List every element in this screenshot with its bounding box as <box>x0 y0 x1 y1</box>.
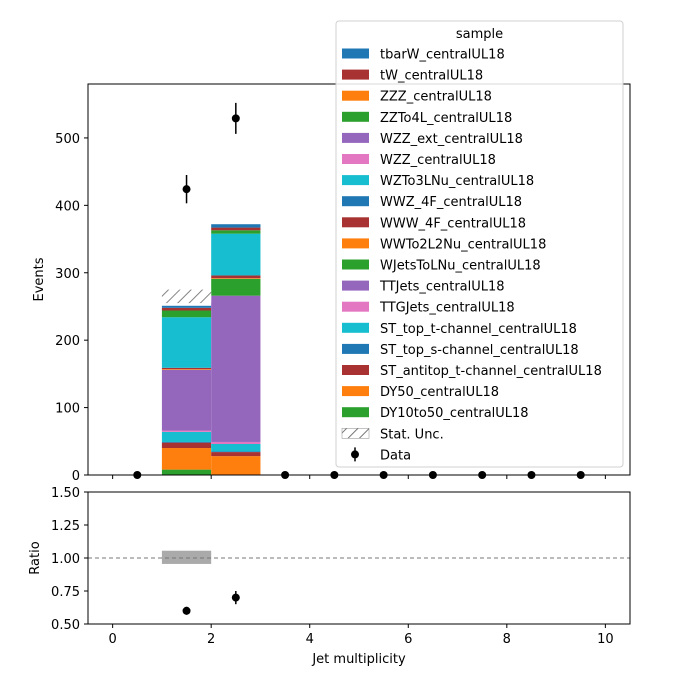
data-point <box>182 185 191 194</box>
legend-label: tW_centralUL18 <box>380 69 483 84</box>
legend-label: ST_antitop_t-channel_centralUL18 <box>380 364 602 379</box>
legend-swatch-WJetsToLNu_centralUL18 <box>342 259 369 270</box>
legend-swatch-tW_centralUL18 <box>342 69 369 80</box>
legend-title: sample <box>456 27 503 42</box>
legend-label: ZZZ_centralUL18 <box>380 90 492 105</box>
bar-segment-ST_top_s-channel_centralUL18 <box>211 451 261 453</box>
legend-label: DY50_centralUL18 <box>380 385 499 400</box>
legend-swatch-WWZ_4F_centralUL18 <box>342 196 369 207</box>
legend-label: WWW_4F_centralUL18 <box>380 216 526 231</box>
legend-swatch-ST_antitop_t-channel_centralUL18 <box>342 365 369 375</box>
bar-segment-tbarW_centralUL18 <box>161 305 212 308</box>
bar-segment-TTGJets_centralUL18 <box>211 441 261 444</box>
legend-swatch-WZTo3LNu_centralUL18 <box>342 175 369 186</box>
stat-unc-band <box>161 289 212 304</box>
y-tick-label: 500 <box>55 132 80 147</box>
bar-segment-WWTo2L2Nu_centralUL18 <box>211 278 261 279</box>
legend-label: ZZTo4L_centralUL18 <box>380 111 512 126</box>
ratio-x-tick-label: 2 <box>207 632 215 647</box>
ratio-x-tick-label: 6 <box>404 632 412 647</box>
y-tick-label: 200 <box>55 334 80 349</box>
legend-label: ST_top_s-channel_centralUL18 <box>380 343 579 358</box>
ratio-y-tick-label: 0.75 <box>51 585 80 600</box>
legend-label: tbarW_centralUL18 <box>380 48 505 63</box>
bar-segment-ST_antitop_t-channel_centralUL18 <box>161 442 212 449</box>
legend-swatch-WZZ_ext_centralUL18 <box>342 132 369 143</box>
main-plot: 0 100 200 300 400 500 Events <box>32 83 631 484</box>
legend-swatch-WWTo2L2Nu_centralUL18 <box>342 238 369 249</box>
bar-segment-ST_antitop_t-channel_centralUL18 <box>211 452 261 457</box>
legend-swatch-stat-unc <box>341 428 370 439</box>
bar-segment-WWW_4F_centralUL18 <box>161 367 212 370</box>
legend-swatch-ZZZ_centralUL18 <box>342 90 369 101</box>
bar-segment-ST_top_s-channel_centralUL18 <box>161 441 212 443</box>
ratio-x-tick-label: 4 <box>306 632 314 647</box>
legend-swatch-ZZTo4L_centralUL18 <box>342 111 369 122</box>
ratio-y-axis-label: Ratio <box>28 541 43 574</box>
legend-swatch-DY10to50_centralUL18 <box>342 407 369 418</box>
ratio-point <box>182 606 191 615</box>
bar-segment-WWW_4F_centralUL18 <box>211 275 261 279</box>
legend-swatch-tbarW_centralUL18 <box>342 48 369 59</box>
legend-swatch-TTJets_centralUL18 <box>342 280 369 291</box>
legend-box <box>335 20 624 468</box>
legend-label: WZZ_centralUL18 <box>380 153 496 168</box>
legend-label: WZZ_ext_centralUL18 <box>380 132 523 147</box>
bar-segment-WZTo3LNu_centralUL18 <box>161 317 212 368</box>
ratio-y-tick-label: 1.50 <box>51 486 80 501</box>
legend-swatch-TTGJets_centralUL18 <box>342 301 369 312</box>
bar-segment-TTGJets_centralUL18 <box>161 430 212 432</box>
ratio-point <box>231 593 240 602</box>
bar-segment-WZTo3LNu_centralUL18 <box>211 233 261 276</box>
bar-segment-TTJets_centralUL18 <box>161 369 212 431</box>
y-tick-label: 400 <box>55 199 80 214</box>
legend-swatch-ST_top_t-channel_centralUL18 <box>342 322 369 333</box>
legend-label: TTGJets_centralUL18 <box>379 301 515 316</box>
x-axis-label: Jet multiplicity <box>311 652 406 667</box>
legend-label: Data <box>380 448 411 463</box>
legend-label: WWTo2L2Nu_centralUL18 <box>380 237 546 252</box>
legend-label: WWZ_4F_centralUL18 <box>380 195 522 210</box>
data-point <box>231 114 240 123</box>
bar-segment-ZZTo4L_centralUL18 <box>161 310 212 318</box>
ratio-x-tick-label: 8 <box>503 632 511 647</box>
legend-data-marker <box>351 450 359 459</box>
bar-segment-WJetsToLNu_centralUL18 <box>211 278 261 296</box>
legend-swatch-DY50_centralUL18 <box>342 386 369 397</box>
legend-label: ST_top_t-channel_centralUL18 <box>380 322 577 337</box>
bar-segment-DY10to50_centralUL18 <box>161 469 212 475</box>
ratio-y-tick-label: 1.25 <box>51 519 80 534</box>
legend-label: Stat. Unc. <box>380 427 444 442</box>
ratio-plot: 0.50 0.75 1.00 1.25 1.50 0 2 4 6 8 10 Jet multiplic… <box>28 486 631 667</box>
bar-segment-DY50_centralUL18 <box>211 456 261 475</box>
bar-segment-tW_centralUL18 <box>211 227 261 231</box>
y-tick-label: 100 <box>55 402 80 417</box>
bar-segment-ST_top_t-channel_centralUL18 <box>211 443 261 452</box>
bar-segment-DY50_centralUL18 <box>161 448 212 470</box>
y-tick-label: 0 <box>72 469 80 484</box>
legend: sample tbarW_centralUL18 tW_centralUL18 ZZZ… <box>335 20 624 468</box>
legend-label: WJetsToLNu_centralUL18 <box>380 259 541 274</box>
bar-segment-ZZTo4L_centralUL18 <box>211 230 261 234</box>
ratio-y-tick-label: 0.50 <box>51 618 80 633</box>
bar-segment-tW_centralUL18 <box>161 307 212 311</box>
legend-label: DY10to50_centralUL18 <box>380 406 529 421</box>
bar-segment-TTJets_centralUL18 <box>211 295 261 442</box>
ratio-unc-band <box>161 550 212 564</box>
ratio-x-tick-label: 0 <box>108 632 116 647</box>
legend-label: WZTo3LNu_centralUL18 <box>380 174 534 189</box>
bar-segment-tbarW_centralUL18 <box>211 224 261 228</box>
y-tick-label: 300 <box>55 267 80 282</box>
legend-swatch-WZZ_centralUL18 <box>342 154 369 164</box>
legend-swatch-WWW_4F_centralUL18 <box>342 217 369 228</box>
bar-segment-WWTo2L2Nu_centralUL18 <box>161 369 212 370</box>
ratio-y-tick-label: 1.00 <box>51 552 80 567</box>
bar-segment-ST_top_t-channel_centralUL18 <box>161 431 212 442</box>
ratio-x-tick-label: 10 <box>597 632 614 647</box>
legend-swatch-ST_top_s-channel_centralUL18 <box>342 343 369 354</box>
legend-label: TTJets_centralUL18 <box>379 280 505 295</box>
y-axis-label: Events <box>32 257 47 301</box>
